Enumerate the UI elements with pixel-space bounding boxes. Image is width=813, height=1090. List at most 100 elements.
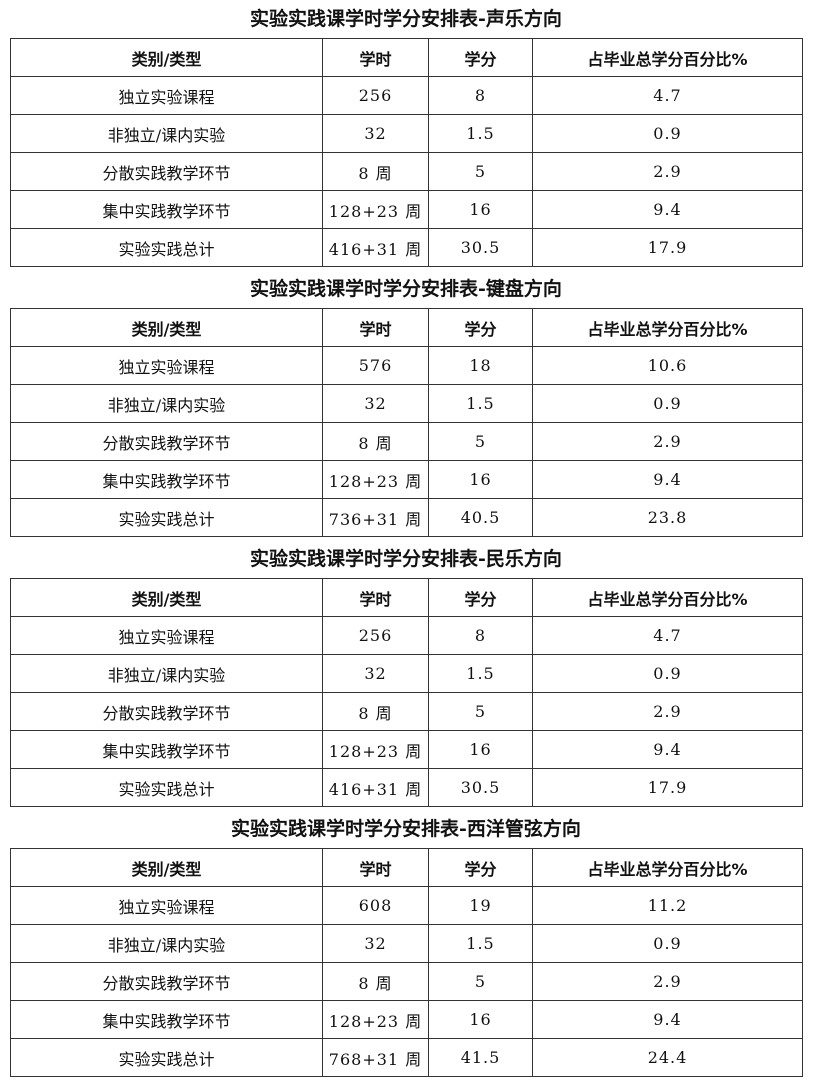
cell-credits: 8 (428, 616, 533, 655)
cell-category: 集中实践教学环节 (10, 730, 323, 769)
cell-credits: 5 (428, 962, 533, 1001)
table-row: 独立实验课程 256 8 4.7 (10, 616, 803, 655)
header-row: 类别/类型 学时 学分 占毕业总学分百分比% (10, 848, 803, 887)
cell-credits: 1.5 (428, 654, 533, 693)
cell-percent: 4.7 (532, 616, 803, 655)
cell-percent: 0.9 (532, 654, 803, 693)
column-header-category: 类别/类型 (10, 578, 323, 617)
column-header-percent: 占毕业总学分百分比% (532, 578, 803, 617)
table-row: 非独立/课内实验 32 1.5 0.9 (10, 924, 803, 963)
cell-percent: 0.9 (532, 384, 803, 423)
column-header-percent: 占毕业总学分百分比% (532, 308, 803, 347)
cell-category: 实验实践总计 (10, 228, 323, 267)
header-row: 类别/类型 学时 学分 占毕业总学分百分比% (10, 308, 803, 347)
cell-hours: 128+23 周 (322, 730, 429, 769)
column-header-category: 类别/类型 (10, 848, 323, 887)
cell-hours: 736+31 周 (322, 498, 429, 537)
cell-category: 实验实践总计 (10, 768, 323, 807)
cell-percent: 23.8 (532, 498, 803, 537)
column-header-credits: 学分 (428, 848, 533, 887)
table-row: 实验实践总计 768+31 周 41.5 24.4 (10, 1038, 803, 1077)
column-header-hours: 学时 (322, 308, 429, 347)
schedule-table: 类别/类型 学时 学分 占毕业总学分百分比% 独立实验课程 256 8 4.7 非独立/课内实验… (10, 38, 803, 267)
cell-hours: 608 (322, 886, 429, 925)
cell-category: 分散实践教学环节 (10, 152, 323, 191)
cell-hours: 8 周 (322, 422, 429, 461)
cell-percent: 2.9 (532, 152, 803, 191)
cell-hours: 128+23 周 (322, 460, 429, 499)
cell-hours: 256 (322, 616, 429, 655)
cell-hours: 32 (322, 384, 429, 423)
cell-percent: 9.4 (532, 1000, 803, 1039)
cell-hours: 768+31 周 (322, 1038, 429, 1077)
table-title: 实验实践课学时学分安排表-声乐方向 (250, 8, 562, 30)
cell-hours: 8 周 (322, 692, 429, 731)
cell-credits: 30.5 (428, 768, 533, 807)
table-row: 独立实验课程 608 19 11.2 (10, 886, 803, 925)
schedule-table: 类别/类型 学时 学分 占毕业总学分百分比% 独立实验课程 576 18 10.6 非独立/课内… (10, 308, 803, 537)
cell-credits: 16 (428, 1000, 533, 1039)
cell-hours: 32 (322, 654, 429, 693)
cell-category: 独立实验课程 (10, 76, 323, 115)
table-row: 集中实践教学环节 128+23 周 16 9.4 (10, 460, 803, 499)
cell-credits: 1.5 (428, 114, 533, 153)
column-header-credits: 学分 (428, 578, 533, 617)
schedule-table: 类别/类型 学时 学分 占毕业总学分百分比% 独立实验课程 608 19 11.2 非独立/课内… (10, 848, 803, 1077)
cell-credits: 5 (428, 692, 533, 731)
cell-category: 非独立/课内实验 (10, 114, 323, 153)
table-row: 非独立/课内实验 32 1.5 0.9 (10, 654, 803, 693)
cell-percent: 2.9 (532, 422, 803, 461)
cell-credits: 40.5 (428, 498, 533, 537)
table-title: 实验实践课学时学分安排表-西洋管弦方向 (231, 818, 581, 840)
cell-percent: 9.4 (532, 730, 803, 769)
table-row: 实验实践总计 736+31 周 40.5 23.8 (10, 498, 803, 537)
cell-percent: 9.4 (532, 460, 803, 499)
column-header-credits: 学分 (428, 38, 533, 77)
cell-percent: 10.6 (532, 346, 803, 385)
cell-hours: 416+31 周 (322, 768, 429, 807)
cell-percent: 0.9 (532, 924, 803, 963)
cell-category: 非独立/课内实验 (10, 924, 323, 963)
table-row: 独立实验课程 256 8 4.7 (10, 76, 803, 115)
table-row: 分散实践教学环节 8 周 5 2.9 (10, 692, 803, 731)
cell-credits: 30.5 (428, 228, 533, 267)
cell-percent: 4.7 (532, 76, 803, 115)
table-title: 实验实践课学时学分安排表-民乐方向 (250, 548, 562, 570)
table-row: 实验实践总计 416+31 周 30.5 17.9 (10, 768, 803, 807)
cell-credits: 16 (428, 460, 533, 499)
column-header-hours: 学时 (322, 38, 429, 77)
table-row: 实验实践总计 416+31 周 30.5 17.9 (10, 228, 803, 267)
cell-credits: 5 (428, 422, 533, 461)
table-row: 分散实践教学环节 8 周 5 2.9 (10, 962, 803, 1001)
cell-hours: 32 (322, 924, 429, 963)
cell-category: 实验实践总计 (10, 1038, 323, 1077)
header-row: 类别/类型 学时 学分 占毕业总学分百分比% (10, 578, 803, 617)
cell-percent: 17.9 (532, 228, 803, 267)
cell-category: 集中实践教学环节 (10, 190, 323, 229)
cell-credits: 18 (428, 346, 533, 385)
column-header-hours: 学时 (322, 848, 429, 887)
cell-credits: 5 (428, 152, 533, 191)
table-row: 分散实践教学环节 8 周 5 2.9 (10, 422, 803, 461)
schedule-table: 类别/类型 学时 学分 占毕业总学分百分比% 独立实验课程 256 8 4.7 非独立/课内实验… (10, 578, 803, 807)
cell-percent: 24.4 (532, 1038, 803, 1077)
cell-category: 分散实践教学环节 (10, 422, 323, 461)
cell-category: 非独立/课内实验 (10, 384, 323, 423)
cell-category: 分散实践教学环节 (10, 962, 323, 1001)
cell-credits: 41.5 (428, 1038, 533, 1077)
cell-hours: 32 (322, 114, 429, 153)
column-header-percent: 占毕业总学分百分比% (532, 38, 803, 77)
table-row: 非独立/课内实验 32 1.5 0.9 (10, 114, 803, 153)
cell-percent: 17.9 (532, 768, 803, 807)
cell-hours: 576 (322, 346, 429, 385)
column-header-hours: 学时 (322, 578, 429, 617)
column-header-category: 类别/类型 (10, 308, 323, 347)
cell-percent: 2.9 (532, 962, 803, 1001)
table-row: 集中实践教学环节 128+23 周 16 9.4 (10, 1000, 803, 1039)
cell-credits: 16 (428, 730, 533, 769)
cell-hours: 128+23 周 (322, 1000, 429, 1039)
cell-percent: 2.9 (532, 692, 803, 731)
cell-hours: 8 周 (322, 152, 429, 191)
cell-category: 分散实践教学环节 (10, 692, 323, 731)
table-row: 非独立/课内实验 32 1.5 0.9 (10, 384, 803, 423)
